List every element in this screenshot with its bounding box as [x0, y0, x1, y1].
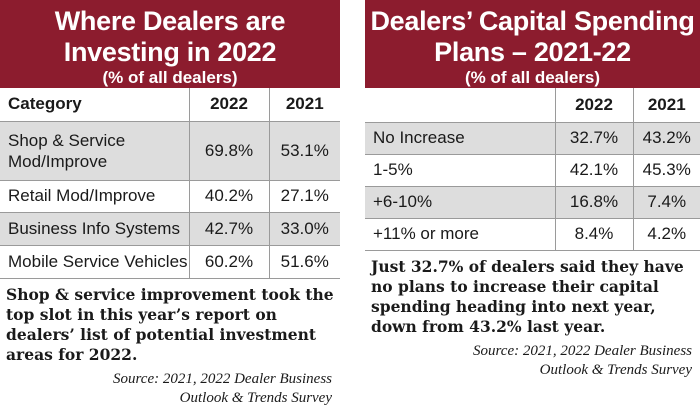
column-header-2021: 2021	[268, 88, 340, 122]
cell-2022: 32.7%	[554, 122, 633, 155]
table-header-banner: Dealers’ Capital Spending Plans – 2021-2…	[365, 0, 700, 88]
source-line2: Outlook & Trends Survey	[539, 361, 692, 378]
row-label: Business Info Systems	[0, 212, 189, 246]
table-row: Mobile Service Vehicles 60.2% 51.6%	[0, 245, 340, 279]
table-row: Retail Mod/Improve 40.2% 27.1%	[0, 180, 340, 213]
cell-2022: 16.8%	[554, 186, 633, 219]
cell-2021: 27.1%	[268, 180, 340, 213]
table-header-row: 2022 2021	[365, 88, 700, 123]
table-subtitle: (% of all dealers)	[464, 68, 601, 87]
table-row: +6-10% 16.8% 7.4%	[365, 186, 700, 219]
table-title-line1: Dealers’ Capital Spending	[370, 6, 695, 36]
column-header-2021: 2021	[632, 88, 700, 123]
row-label-line2: Mod/Improve	[8, 151, 108, 171]
cell-2021: 7.4%	[632, 186, 700, 219]
cell-2022: 42.1%	[554, 154, 633, 187]
cell-2022: 69.8%	[188, 121, 269, 181]
table-row: No Increase 32.7% 43.2%	[365, 122, 700, 155]
source-line1: Source: 2021, 2022 Dealer Business	[113, 370, 332, 387]
row-label-line1: Shop & Service	[8, 130, 126, 150]
table-header-row: Category 2022 2021	[0, 88, 340, 122]
source-note: Source: 2021, 2022 Dealer Business Outlo…	[365, 342, 700, 380]
table-row: Business Info Systems 42.7% 33.0%	[0, 212, 340, 246]
cell-2021: 33.0%	[268, 212, 340, 246]
row-label: Mobile Service Vehicles	[0, 245, 189, 279]
table-title-line1: Where Dealers are	[54, 6, 286, 36]
row-label: +11% or more	[365, 218, 555, 251]
row-label: No Increase	[365, 122, 555, 155]
table-header-banner: Where Dealers are Investing in 2022 (% o…	[0, 0, 340, 88]
column-header-2022: 2022	[188, 88, 269, 122]
table-row: Shop & Service Mod/Improve 69.8% 53.1%	[0, 121, 340, 181]
investment-table-panel: Where Dealers are Investing in 2022 (% o…	[0, 0, 340, 420]
cell-2022: 40.2%	[188, 180, 269, 213]
investment-table: Category 2022 2021 Shop & Service Mod/Im…	[0, 88, 340, 279]
table-caption: Just 32.7% of dealers said they have no …	[371, 256, 684, 336]
source-line1: Source: 2021, 2022 Dealer Business	[473, 342, 692, 359]
capital-spending-table-panel: Dealers’ Capital Spending Plans – 2021-2…	[365, 0, 700, 420]
table-subtitle: (% of all dealers)	[102, 68, 238, 87]
cell-2022: 42.7%	[188, 212, 269, 246]
table-title-line2: Plans – 2021-22	[434, 37, 631, 67]
cell-2021: 53.1%	[268, 121, 340, 181]
table-caption: Shop & service improvement took the top …	[6, 284, 334, 364]
cell-2021: 45.3%	[632, 154, 700, 187]
cell-2021: 43.2%	[632, 122, 700, 155]
row-label: Retail Mod/Improve	[0, 180, 189, 213]
row-label: +6-10%	[365, 186, 555, 219]
table-title-line2: Investing in 2022	[63, 37, 277, 67]
row-label: Shop & Service Mod/Improve	[0, 121, 189, 181]
column-header-blank	[365, 88, 555, 123]
row-label: 1-5%	[365, 154, 555, 187]
source-line2: Outlook & Trends Survey	[179, 389, 332, 406]
cell-2022: 60.2%	[188, 245, 269, 279]
cell-2022: 8.4%	[554, 218, 633, 251]
cell-2021: 51.6%	[268, 245, 340, 279]
column-header-category: Category	[0, 88, 189, 122]
source-note: Source: 2021, 2022 Dealer Business Outlo…	[0, 370, 340, 408]
table-row: +11% or more 8.4% 4.2%	[365, 218, 700, 251]
column-header-2022: 2022	[554, 88, 633, 123]
capital-spending-table: 2022 2021 No Increase 32.7% 43.2% 1-5% 4…	[365, 88, 700, 251]
cell-2021: 4.2%	[632, 218, 700, 251]
table-row: 1-5% 42.1% 45.3%	[365, 154, 700, 187]
